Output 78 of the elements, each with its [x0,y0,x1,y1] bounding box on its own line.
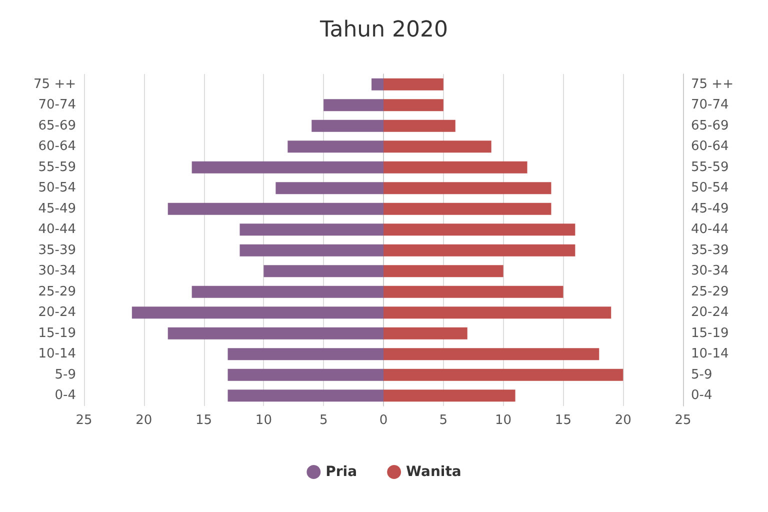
bar [192,286,384,298]
y-tick-label: 5-9 [691,367,712,382]
y-tick-label: 45-49 [691,201,729,216]
y-tick-label: 15-19 [691,326,729,341]
bar [276,182,384,194]
bar [384,265,504,278]
bar [384,286,564,298]
category-label: 10-14 [38,346,76,362]
bar [192,161,384,174]
category-label: 45-49 [38,201,76,216]
category-label: 35-39 [38,242,76,258]
y-tick-label: 55-59 [691,160,729,175]
x-tick-label: 20 [136,413,152,428]
bar [384,78,444,90]
y-tick-label: 35-39 [691,242,729,258]
y-tick-label: 20-24 [691,305,729,320]
category-label: 55-59 [38,160,76,175]
y-tick-label: 60-64 [691,139,729,154]
legend-label: Wanita [406,464,462,480]
bar [240,224,384,236]
y-tick-label: 30-34 [691,264,729,279]
category-label: 70-74 [38,98,76,113]
y-tick-label: 75 ++ [691,76,734,92]
category-label: 25-29 [38,284,76,300]
bar [384,244,576,256]
category-label: 5-9 [54,367,76,382]
bar [312,120,384,132]
bar [384,368,624,381]
chart-title: Tahun 2020 [318,18,448,42]
x-tick-label: 5 [319,413,328,428]
bar [132,306,384,319]
category-label: 30-34 [38,264,76,279]
bar [168,202,384,215]
bar [288,140,384,153]
category-label: 20-24 [38,305,76,320]
bar [168,327,384,340]
x-tick-label: 15 [196,413,212,428]
bar [228,348,384,360]
legend-label: Pria [326,464,358,480]
bar [228,368,384,381]
category-label: 0-4 [54,388,76,404]
y-tick-label: 40-44 [691,222,729,238]
x-tick-label: 5 [439,413,448,428]
y-tick-label: 70-74 [691,98,729,113]
category-label: 65-69 [38,118,76,134]
bar [384,182,552,194]
x-tick-label: 10 [255,413,272,428]
bar [240,244,384,256]
bar [384,348,600,360]
bar [384,390,516,402]
x-tick-label: 20 [614,413,632,428]
bar [384,161,528,174]
category-label: 50-54 [38,180,76,196]
bar [384,306,612,319]
bar [384,224,576,236]
y-tick-label: 50-54 [691,180,729,196]
x-tick-label: 25 [674,413,692,428]
category-label: 75 ++ [34,76,76,92]
bar [324,99,384,112]
x-tick-label: 15 [554,413,572,428]
bar [384,120,456,132]
category-label: 60-64 [38,139,76,154]
bar [228,390,384,402]
bar [384,99,444,112]
bar [264,265,384,278]
x-tick-label: 25 [76,413,92,428]
category-label: 15-19 [38,326,76,341]
bar [384,140,492,153]
bar [384,327,468,340]
y-tick-label: 25-29 [691,284,729,300]
category-label: 40-44 [38,222,76,238]
x-tick-label: 10 [495,413,512,428]
x-tick-label: 0 [379,413,388,428]
y-tick-label: 0-4 [691,388,712,404]
y-tick-label: 65-69 [691,118,729,134]
bar [384,202,552,215]
bar [372,78,384,90]
y-tick-label: 10-14 [691,346,729,362]
